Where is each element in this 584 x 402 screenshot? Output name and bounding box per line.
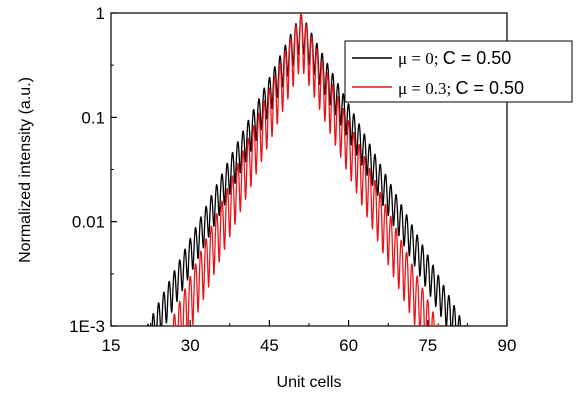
legend-label-series-1-greek: μ = 0; — [398, 49, 443, 68]
legend-label-series-1-rest: C = 0.50 — [443, 48, 512, 68]
x-axis-title: Unit cells — [277, 374, 342, 391]
x-tick-label: 75 — [418, 336, 437, 355]
y-tick-label: 1 — [96, 4, 105, 23]
legend-box — [344, 40, 573, 103]
y-tick-label: 0.01 — [72, 213, 105, 232]
y-axis: 1E-3 0.01 0.1 1 — [69, 4, 117, 336]
x-tick-label: 30 — [181, 336, 200, 355]
legend-label-series-1: μ = 0; C = 0.50 — [398, 48, 511, 68]
x-tick-label: 15 — [102, 336, 121, 355]
x-tick-label: 60 — [339, 336, 358, 355]
y-tick-label: 1E-3 — [69, 317, 105, 336]
legend-label-series-2-greek: μ = 0.3; — [398, 79, 455, 98]
series-line-2 — [168, 13, 440, 326]
x-tick-label: 45 — [260, 336, 279, 355]
legend-label-series-2: μ = 0.3; C = 0.50 — [398, 78, 524, 98]
y-tick-label: 0.1 — [81, 108, 105, 127]
series-layer — [146, 13, 466, 326]
x-tick-label: 90 — [498, 336, 517, 355]
x-axis: 15 30 45 60 75 90 — [102, 320, 517, 355]
legend-label-series-2-rest: C = 0.50 — [455, 78, 524, 98]
legend: μ = 0; C = 0.50 μ = 0.3; C = 0.50 — [344, 40, 573, 103]
series-line-1 — [146, 13, 466, 326]
y-axis-title: Normalized intensity (a.u.) — [17, 77, 34, 263]
